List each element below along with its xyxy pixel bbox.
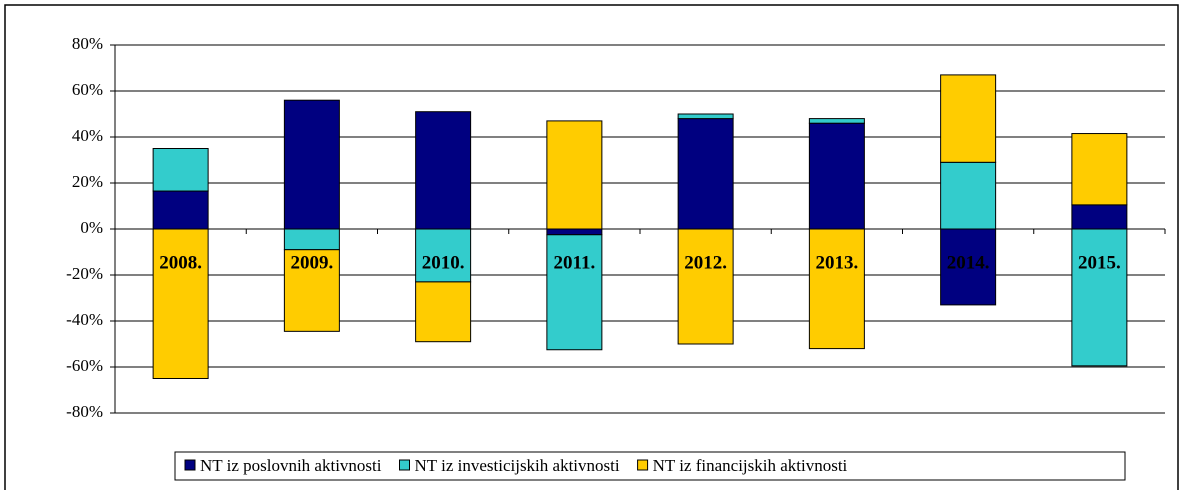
bar-segment: [677, 118, 734, 230]
bar-segment: [1071, 133, 1128, 206]
bar-segment: [152, 190, 209, 230]
x-tick-label: 2012.: [684, 252, 727, 273]
bar-segment: [546, 120, 603, 230]
y-tick-label: -20%: [66, 264, 103, 283]
bar-segment: [283, 228, 340, 251]
y-tick-label: -40%: [66, 310, 103, 329]
legend-swatch: [637, 459, 649, 471]
y-tick-label: 20%: [72, 172, 103, 191]
legend-label: NT iz poslovnih aktivnosti: [200, 456, 382, 475]
y-tick-label: -80%: [66, 402, 103, 421]
bar-segment: [940, 228, 997, 306]
bar-segment: [546, 228, 603, 236]
legend-swatch: [184, 459, 196, 471]
bar-segment: [152, 228, 209, 379]
legend-label: NT iz financijskih aktivnosti: [653, 456, 848, 475]
bar-segment: [283, 99, 340, 230]
y-tick-label: 40%: [72, 126, 103, 145]
bar-segment: [415, 111, 472, 230]
x-tick-label: 2008.: [159, 252, 202, 273]
bar-segment: [415, 281, 472, 343]
x-tick-label: 2015.: [1078, 252, 1121, 273]
legend-box: [174, 451, 1126, 481]
bar-segment: [677, 228, 734, 345]
x-tick-label: 2010.: [422, 252, 465, 273]
bar-segment: [940, 74, 997, 163]
bar-segment: [1071, 204, 1128, 230]
x-tick-label: 2013.: [816, 252, 859, 273]
bar-segment: [283, 249, 340, 332]
y-tick-label: 60%: [72, 80, 103, 99]
bar-segment: [415, 228, 472, 283]
y-tick-label: -60%: [66, 356, 103, 375]
legend-label: NT iz investicijskih aktivnosti: [415, 456, 620, 475]
bar-segment: [808, 118, 865, 124]
x-tick-label: 2009.: [291, 252, 334, 273]
bar-segment: [677, 113, 734, 120]
y-tick-label: 0%: [80, 218, 103, 237]
bar-segment: [808, 228, 865, 350]
bar-segment: [808, 122, 865, 230]
bar-segment: [1071, 228, 1128, 367]
bar-segment: [940, 161, 997, 230]
legend-swatch: [399, 459, 410, 471]
x-tick-label: 2014.: [947, 252, 990, 273]
bar-segment: [152, 148, 209, 192]
y-tick-label: 80%: [72, 34, 103, 53]
x-tick-label: 2011.: [554, 252, 596, 273]
bar-segment: [546, 234, 603, 351]
